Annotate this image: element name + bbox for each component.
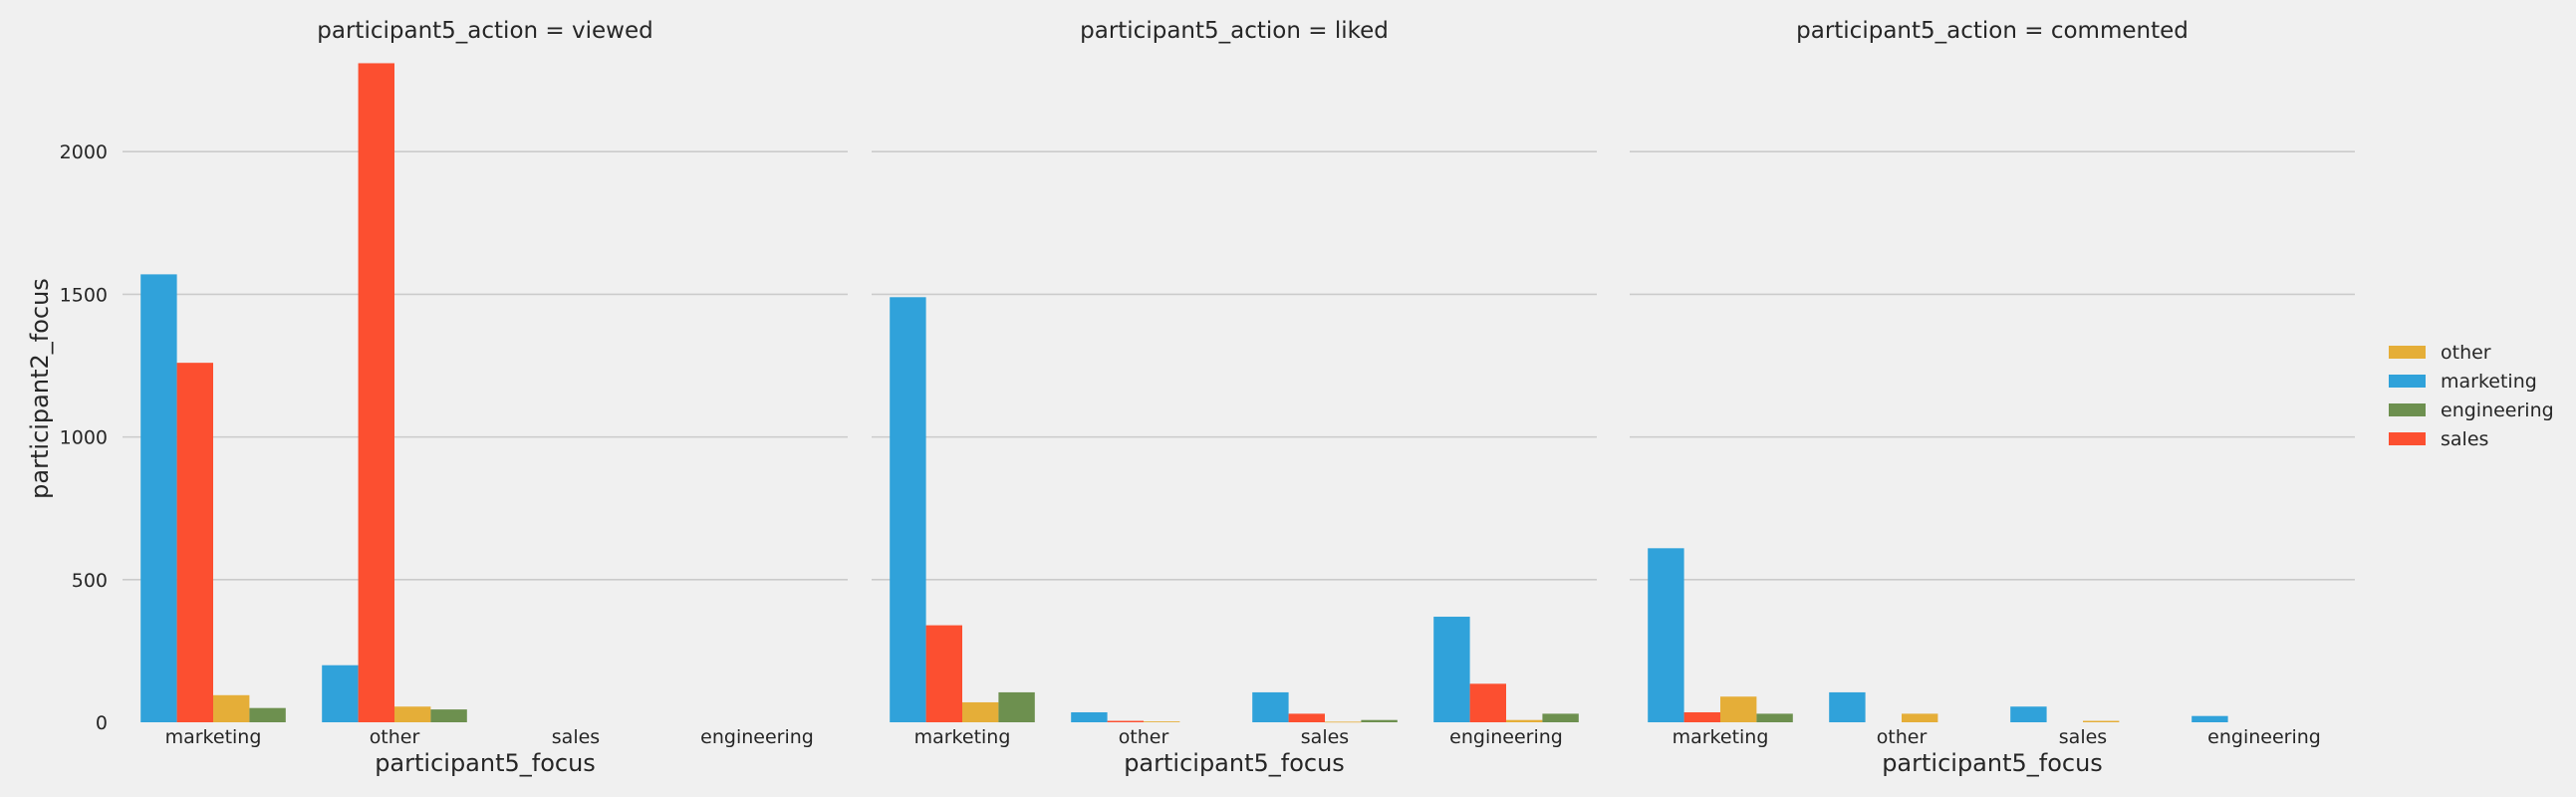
bar-other-other — [1144, 721, 1180, 722]
bar-engineering-marketing — [249, 707, 286, 722]
x-axis-label: participant5_focus — [375, 749, 596, 777]
bar-other-marketing — [962, 701, 999, 722]
panel-title: participant5_action = viewed — [317, 18, 652, 44]
y-tick-label: 500 — [72, 570, 108, 592]
bar-other-other — [1902, 713, 1938, 722]
bar-engineering-sales — [1361, 719, 1398, 722]
bar-marketing-other — [1829, 691, 1866, 722]
x-tick-label: marketing — [1673, 726, 1769, 748]
panel-3: participant5_action = commented marketing… — [1630, 18, 2355, 777]
bar-other-marketing — [213, 694, 250, 722]
bar-sales-sales — [1288, 713, 1325, 722]
bar-sales-marketing — [176, 363, 213, 722]
x-axis-label: participant5_focus — [1882, 749, 2103, 777]
panel-1: 0 500 1000 1500 2000 participant5_action = vi… — [60, 18, 848, 777]
x-tick-label: marketing — [914, 726, 1011, 748]
bar-marketing-marketing — [1648, 548, 1684, 722]
bar-sales-marketing — [925, 625, 962, 722]
bar-other-sales — [1325, 721, 1362, 723]
legend-swatch-marketing — [2389, 375, 2426, 388]
y-axis-label: participant2_focus — [26, 278, 54, 499]
legend-swatch-other — [2389, 346, 2426, 359]
x-tick-label: other — [1119, 726, 1169, 748]
legend-label: engineering — [2441, 399, 2554, 421]
bar-marketing-other — [322, 664, 359, 722]
bar-engineering-marketing — [998, 691, 1035, 722]
y-tick-label: 1500 — [60, 284, 108, 306]
bar-engineering-engineering — [1542, 713, 1579, 722]
bar-sales-engineering — [1469, 683, 1506, 722]
legend: other marketing engineering sales — [2389, 342, 2554, 450]
bar-marketing-engineering — [2191, 715, 2228, 722]
panel-title: participant5_action = commented — [1796, 18, 2189, 44]
bar-other-sales — [2083, 720, 2120, 722]
x-tick-label: other — [370, 726, 420, 748]
x-tick-label: engineering — [1449, 726, 1563, 748]
bar-engineering-other — [430, 709, 467, 722]
chart-panels: 0 500 1000 1500 2000 participant5_action = vi… — [60, 18, 2355, 777]
x-tick-label: other — [1877, 726, 1928, 748]
bar-marketing-marketing — [890, 297, 926, 722]
legend-label: marketing — [2441, 371, 2537, 393]
x-tick-label: engineering — [2207, 726, 2321, 748]
bar-other-marketing — [1720, 696, 1757, 722]
x-axis-label: participant5_focus — [1124, 749, 1345, 777]
x-tick-label: engineering — [700, 726, 814, 748]
y-tick-label: 0 — [96, 712, 108, 734]
y-tick-label: 1000 — [60, 427, 108, 449]
x-tick-label: marketing — [165, 726, 262, 748]
legend-swatch-engineering — [2389, 403, 2426, 416]
x-tick-label: sales — [2059, 726, 2107, 748]
bar-marketing-sales — [2010, 706, 2047, 722]
panel-2: participant5_action = liked marketing othe… — [872, 18, 1597, 777]
y-tick-label: 2000 — [60, 141, 108, 163]
bar-marketing-other — [1071, 711, 1108, 722]
bar-other-engineering — [1506, 719, 1543, 722]
bar-other-other — [394, 706, 431, 722]
x-tick-label: sales — [552, 726, 600, 748]
x-tick-label: sales — [1301, 726, 1349, 748]
bar-marketing-engineering — [1433, 617, 1470, 722]
bar-engineering-marketing — [1756, 713, 1793, 722]
legend-label: sales — [2441, 428, 2488, 450]
legend-swatch-sales — [2389, 432, 2426, 445]
bar-marketing-marketing — [140, 274, 177, 722]
legend-label: other — [2441, 342, 2491, 364]
bar-marketing-sales — [1252, 691, 1289, 722]
panel-title: participant5_action = liked — [1080, 18, 1389, 44]
bar-sales-marketing — [1683, 711, 1720, 722]
bar-sales-other — [1107, 720, 1144, 722]
bar-sales-other — [358, 63, 394, 722]
